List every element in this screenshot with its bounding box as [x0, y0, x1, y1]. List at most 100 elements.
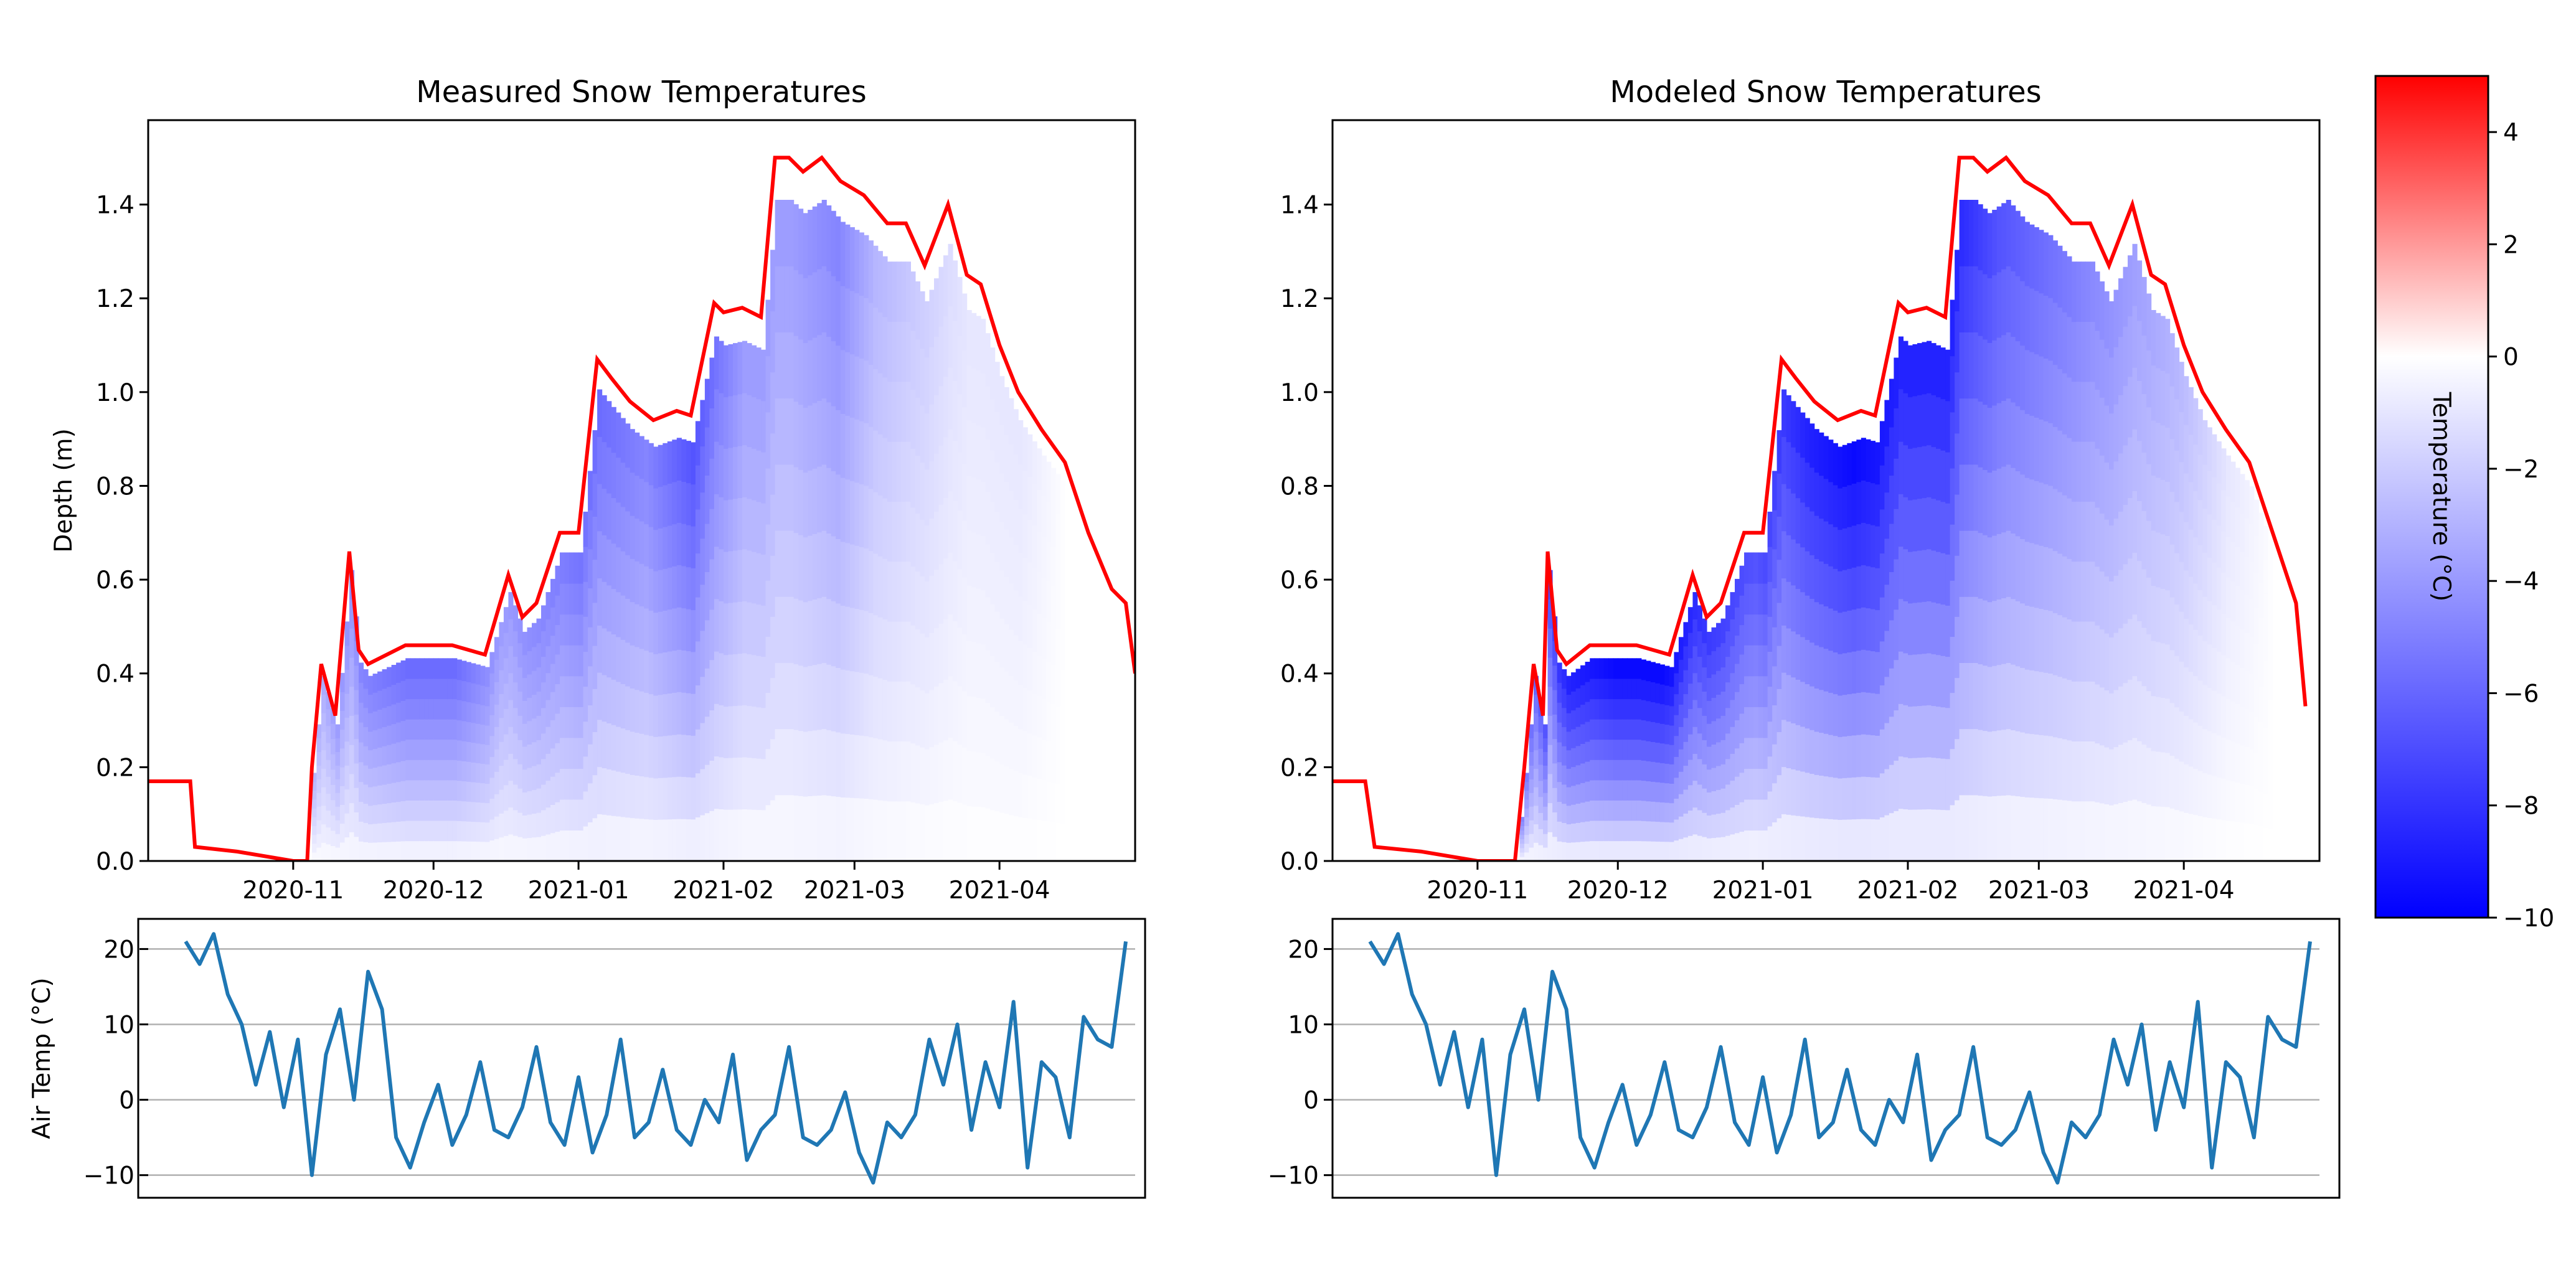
heatmap-cell [1894, 710, 1899, 761]
heatmap-cell [606, 538, 612, 586]
heatmap-cell [1748, 799, 1754, 831]
heatmap-cell [372, 786, 378, 806]
heatmap-cell [1083, 796, 1089, 829]
heatmap-cell [471, 762, 476, 783]
heatmap-cell [1552, 665, 1558, 690]
heatmap-cell [1055, 512, 1061, 552]
heatmap-cell [672, 819, 677, 861]
heatmap-cell [1097, 573, 1103, 603]
heatmap-cell [1856, 481, 1862, 525]
colorbar-tick-label: −6 [2503, 680, 2539, 708]
heatmap-cell [1603, 678, 1609, 700]
heatmap-cell [2235, 585, 2240, 626]
heatmap-cell [2128, 558, 2133, 619]
heatmap-cell [1870, 482, 1875, 525]
heatmap-cell [803, 278, 808, 343]
heatmap-cell [2048, 610, 2054, 674]
heatmap-cell [877, 739, 883, 801]
heatmap-cell [2212, 562, 2217, 606]
heatmap-cell [925, 357, 930, 414]
heatmap-cell [2039, 419, 2044, 483]
heatmap-cell [2188, 624, 2194, 672]
heatmap-cell [1950, 468, 1955, 525]
heatmap-cell [1767, 686, 1773, 722]
heatmap-cell [943, 740, 949, 801]
heatmap-cell [424, 719, 430, 740]
heatmap-cell [512, 656, 518, 683]
heatmap-cell [532, 694, 537, 719]
heatmap-cell [550, 578, 556, 608]
heatmap-cell [667, 441, 672, 484]
heatmap-cell [793, 795, 799, 861]
heatmap-cell [821, 398, 827, 465]
heatmap-cell [2165, 698, 2171, 753]
heatmap-cell [443, 759, 448, 781]
heatmap-cell [957, 276, 963, 336]
heatmap-cell [1955, 433, 1960, 495]
heatmap-cell [428, 840, 434, 861]
heatmap-cell [363, 707, 369, 727]
heatmap-cell [817, 598, 823, 664]
heatmap-cell [349, 715, 355, 745]
heatmap-cell [1538, 764, 1544, 781]
heatmap-cell [2188, 387, 2194, 435]
heatmap-cell [709, 408, 715, 459]
heatmap-cell [695, 597, 701, 642]
heatmap-cell [1613, 779, 1618, 801]
heatmap-cell [2076, 561, 2082, 622]
heatmap-cell [2057, 307, 2063, 369]
heatmap-cell [2197, 545, 2203, 591]
heatmap-cell [1041, 820, 1047, 861]
heatmap-cell [1027, 477, 1033, 520]
heatmap-cell [1889, 475, 1894, 524]
heatmap-cell [321, 750, 326, 769]
heatmap-cell [770, 494, 776, 556]
heatmap-cell [714, 494, 719, 547]
heatmap-cell [887, 681, 892, 741]
heatmap-cell [382, 784, 387, 804]
heatmap-cell [489, 777, 495, 799]
y-tick-label: 1.2 [1280, 285, 1319, 313]
heatmap-cell [1027, 818, 1033, 861]
heatmap-cell [714, 651, 719, 704]
heatmap-cell [1978, 270, 1983, 336]
heatmap-cell [1898, 651, 1904, 704]
heatmap-cell [349, 745, 355, 774]
heatmap-cell [929, 689, 935, 748]
heatmap-cell [691, 651, 696, 694]
heatmap-cell [2281, 748, 2287, 777]
heatmap-cell [700, 722, 705, 769]
heatmap-cell [938, 801, 944, 861]
heatmap-cell [859, 358, 864, 421]
heatmap-cell [1978, 336, 1983, 402]
heatmap-cell [747, 343, 752, 395]
heatmap-cell [1650, 841, 1656, 861]
heatmap-cell [2249, 486, 2255, 524]
heatmap-cell [1931, 757, 1937, 810]
heatmap-cell [742, 444, 748, 497]
heatmap-cell [1018, 817, 1024, 861]
heatmap-cell [1931, 395, 1937, 448]
heatmap-cell [770, 372, 776, 434]
heatmap-cell [1945, 758, 1951, 811]
heatmap-cell [1664, 705, 1670, 725]
heatmap-cell [1018, 773, 1024, 817]
heatmap-cell [999, 764, 1005, 813]
heatmap-cell [387, 667, 392, 687]
heatmap-cell [1730, 646, 1735, 674]
heatmap-cell [981, 698, 986, 753]
heatmap-cell [1823, 478, 1829, 522]
heatmap-cell [2179, 362, 2184, 412]
heatmap-cell [971, 367, 977, 423]
heatmap-cell [2071, 381, 2077, 442]
heatmap-cell [784, 200, 790, 266]
measured-heatmap-cells [311, 200, 1135, 861]
heatmap-cell [1065, 486, 1070, 524]
heatmap-cell [438, 658, 443, 679]
heatmap-cell [686, 482, 691, 525]
heatmap-cell [672, 524, 677, 567]
heatmap-cell [1130, 819, 1135, 840]
heatmap-cell [994, 362, 1000, 412]
heatmap-cell [901, 381, 907, 442]
heatmap-cell [1996, 206, 2002, 273]
